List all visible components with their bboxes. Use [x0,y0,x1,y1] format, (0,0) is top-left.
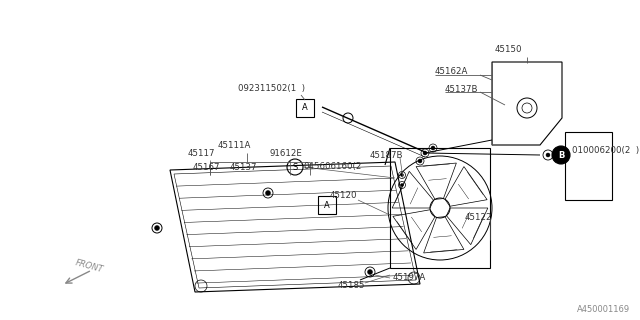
Text: 45120: 45120 [330,190,358,199]
Text: 092311502(1  ): 092311502(1 ) [238,84,305,92]
Text: 45137B: 45137B [445,85,479,94]
Circle shape [431,146,435,150]
Text: 45197A: 45197A [393,274,426,283]
Circle shape [418,159,422,163]
Circle shape [552,146,570,164]
Text: A: A [302,103,308,113]
Circle shape [423,151,427,155]
Text: 45117: 45117 [188,148,216,157]
Circle shape [266,190,271,196]
Text: S: S [292,163,298,172]
Text: 45122: 45122 [465,213,493,222]
Circle shape [154,226,159,230]
Text: FRONT: FRONT [74,259,104,275]
Text: 010006200(2  ): 010006200(2 ) [572,147,639,156]
Text: 91612E: 91612E [270,148,303,157]
Text: 45167: 45167 [193,164,221,172]
Text: 45162A: 45162A [435,68,468,76]
Circle shape [401,183,403,187]
Text: 45187B: 45187B [370,150,403,159]
Text: 045606160(2: 045606160(2 [303,163,362,172]
Text: 45150: 45150 [495,45,522,54]
Text: A450001169: A450001169 [577,305,630,314]
Text: 45111A: 45111A [218,140,252,149]
Text: 45137: 45137 [230,164,257,172]
Circle shape [367,269,372,275]
Text: B: B [558,150,564,159]
Text: A: A [324,201,330,210]
Circle shape [401,173,403,177]
Bar [318,196,336,214]
Text: 45185: 45185 [338,281,365,290]
Bar [296,99,314,117]
Circle shape [546,153,550,157]
